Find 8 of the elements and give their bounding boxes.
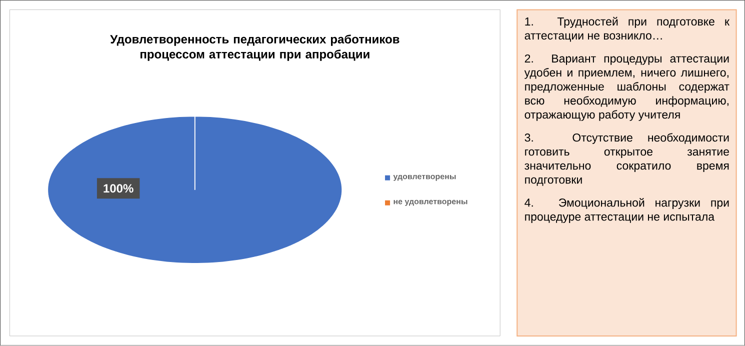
text: 1. Трудностей при подготовке к аттестации не возникло… bbox=[524, 17, 730, 42]
text: 4. Эмоциональной нагрузки при процедуре аттестации не испытала bbox=[524, 198, 729, 224]
text: 3. Отсутствие необходимости готовить открытое занятие значительно сократило время подготовки bbox=[524, 133, 729, 186]
legend-label: удовлетворены bbox=[393, 175, 456, 181]
text: 2. Вариант процедуры аттестации удобен и приемлем, ничего лишнего, предложенные шаблоны содержат всю необходимую информацию, отражающую работу учителя bbox=[524, 54, 730, 122]
data-label: 100% bbox=[104, 184, 134, 193]
chart-title: Удовлетворенность педагогических работников процессом аттестации при апробации bbox=[110, 34, 400, 62]
legend-label: не удовлетворены bbox=[394, 200, 468, 206]
